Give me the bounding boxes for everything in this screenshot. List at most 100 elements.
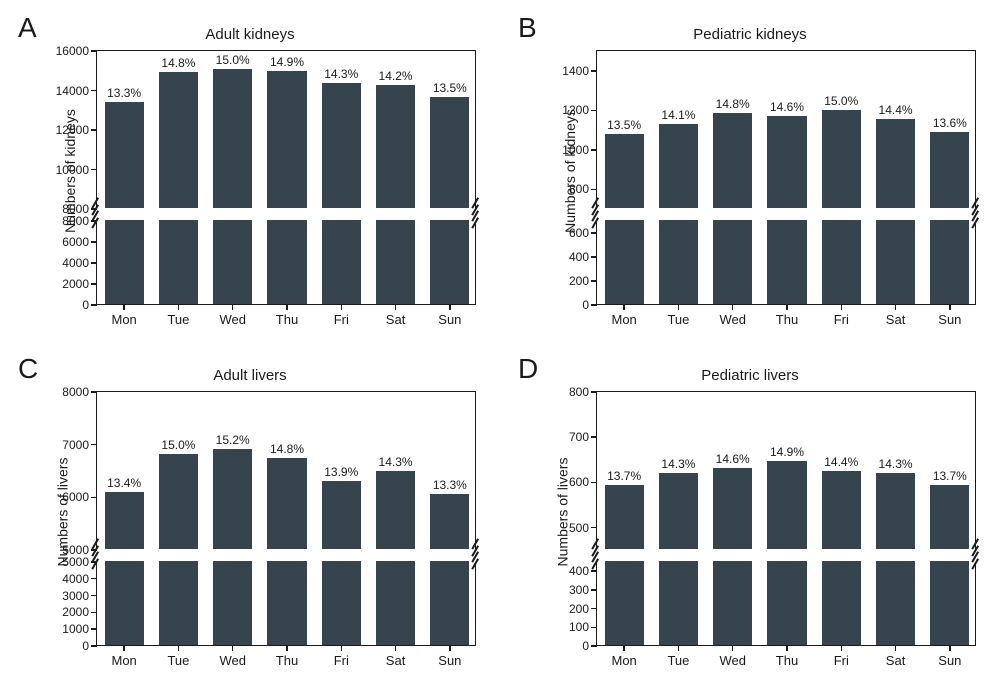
xtick-label: Thu — [776, 304, 798, 327]
chart-area: 80001000012000140001600013.3%14.8%15.0%1… — [96, 50, 476, 305]
ytick-label: 1200 — [562, 103, 597, 117]
xtick-label: Thu — [776, 645, 798, 668]
bar-label: 13.7% — [607, 469, 641, 485]
y-axis-label: Numbers of kidneys — [562, 109, 578, 233]
bar-upper: 15.0% — [159, 454, 198, 549]
bar-label: 14.3% — [379, 455, 413, 471]
bar-label: 13.3% — [433, 478, 467, 494]
bar-label: 15.0% — [216, 53, 250, 69]
chart-area: 500060007000800013.4%15.0%15.2%14.8%13.9… — [96, 391, 476, 646]
bar-lower — [213, 220, 252, 304]
ytick-label: 800 — [569, 182, 597, 196]
bar-lower — [430, 220, 469, 304]
bar-label: 14.3% — [879, 457, 913, 473]
bar-upper: 14.4% — [822, 471, 861, 549]
xtick-label: Sun — [938, 645, 961, 668]
bar-upper: 14.9% — [267, 71, 306, 208]
ytick-label: 4000 — [62, 572, 97, 586]
panel-title: Adult kidneys — [0, 26, 500, 43]
bar-label: 14.9% — [770, 445, 804, 461]
xtick-label: Mon — [111, 645, 136, 668]
bar-lower — [322, 220, 361, 304]
bar-label: 13.5% — [607, 118, 641, 134]
lower-subplot: 010002000300040005000MonTueWedThuFriSatS… — [96, 562, 476, 646]
ytick-label: 800 — [569, 385, 597, 399]
ytick-label: 700 — [569, 430, 597, 444]
panel-b: BPediatric kidneysNumbers of kidneys8001… — [500, 0, 1000, 341]
bar-upper: 14.4% — [876, 119, 915, 208]
bar-label: 14.4% — [879, 103, 913, 119]
bar-label: 14.6% — [770, 100, 804, 116]
bar-lower — [659, 561, 698, 645]
bar-lower — [822, 561, 861, 645]
bar-lower — [659, 220, 698, 304]
bar-label: 13.3% — [107, 86, 141, 102]
bar-lower — [713, 561, 752, 645]
bar-lower — [767, 561, 806, 645]
xtick-label: Fri — [834, 645, 849, 668]
xtick-label: Thu — [276, 645, 298, 668]
ytick-label: 500 — [569, 521, 597, 535]
bar-label: 13.9% — [324, 465, 358, 481]
ytick-label: 2000 — [62, 277, 97, 291]
ytick-label: 7000 — [62, 438, 97, 452]
bar-lower — [105, 561, 144, 645]
bar-upper: 13.3% — [105, 102, 144, 208]
bar-lower — [376, 561, 415, 645]
bar-upper: 15.2% — [213, 449, 252, 549]
bar-lower — [930, 220, 969, 304]
xtick-label: Thu — [276, 304, 298, 327]
bar-lower — [376, 220, 415, 304]
bar-upper: 14.6% — [767, 116, 806, 208]
bar-label: 15.2% — [216, 433, 250, 449]
bar-upper: 14.3% — [376, 471, 415, 549]
ytick-label: 1000 — [62, 622, 97, 636]
bar-label: 14.4% — [824, 455, 858, 471]
ytick-label: 10000 — [56, 163, 97, 177]
xtick-label: Sun — [438, 645, 461, 668]
xtick-label: Tue — [667, 304, 689, 327]
ytick-label: 6000 — [62, 235, 97, 249]
bar-upper: 13.4% — [105, 492, 144, 549]
bar-lower — [930, 561, 969, 645]
ytick-label: 400 — [569, 250, 597, 264]
xtick-label: Tue — [167, 645, 189, 668]
upper-subplot: 50060070080013.7%14.3%14.6%14.9%14.4%14.… — [596, 391, 976, 549]
xtick-label: Fri — [834, 304, 849, 327]
axis-break-icon — [589, 553, 603, 571]
axis-break-icon — [589, 212, 603, 230]
bar-label: 14.8% — [270, 442, 304, 458]
bar-lower — [430, 561, 469, 645]
bar-upper: 13.3% — [430, 494, 469, 549]
chart-area: 80010001200140013.5%14.1%14.8%14.6%15.0%… — [596, 50, 976, 305]
panel-title: Adult livers — [0, 367, 500, 384]
axis-break-icon — [89, 212, 103, 230]
xtick-label: Wed — [219, 304, 246, 327]
bar-label: 13.7% — [933, 469, 967, 485]
axis-break-icon — [469, 212, 483, 230]
bar-label: 15.0% — [161, 438, 195, 454]
bar-lower — [876, 220, 915, 304]
bar-upper: 15.0% — [822, 110, 861, 208]
bar-label: 14.1% — [661, 108, 695, 124]
bar-label: 14.6% — [716, 452, 750, 468]
xtick-label: Fri — [334, 304, 349, 327]
bar-label: 14.3% — [324, 67, 358, 83]
ytick-label: 12000 — [56, 123, 97, 137]
panel-d: DPediatric liversNumbers of livers500600… — [500, 341, 1000, 682]
bar-lower — [605, 220, 644, 304]
ytick-label: 14000 — [56, 84, 97, 98]
ytick-label: 100 — [569, 620, 597, 634]
bar-lower — [159, 561, 198, 645]
bar-lower — [322, 561, 361, 645]
ytick-label: 0 — [582, 298, 597, 312]
bar-upper: 14.9% — [767, 461, 806, 549]
xtick-label: Tue — [667, 645, 689, 668]
figure-root: AAdult kidneysNumbers of kidneys80001000… — [0, 0, 1000, 682]
bar-lower — [876, 561, 915, 645]
bar-upper: 13.9% — [322, 481, 361, 550]
ytick-label: 4000 — [62, 256, 97, 270]
ytick-label: 8000 — [62, 385, 97, 399]
bar-upper: 13.5% — [605, 134, 644, 208]
xtick-label: Sat — [886, 304, 906, 327]
